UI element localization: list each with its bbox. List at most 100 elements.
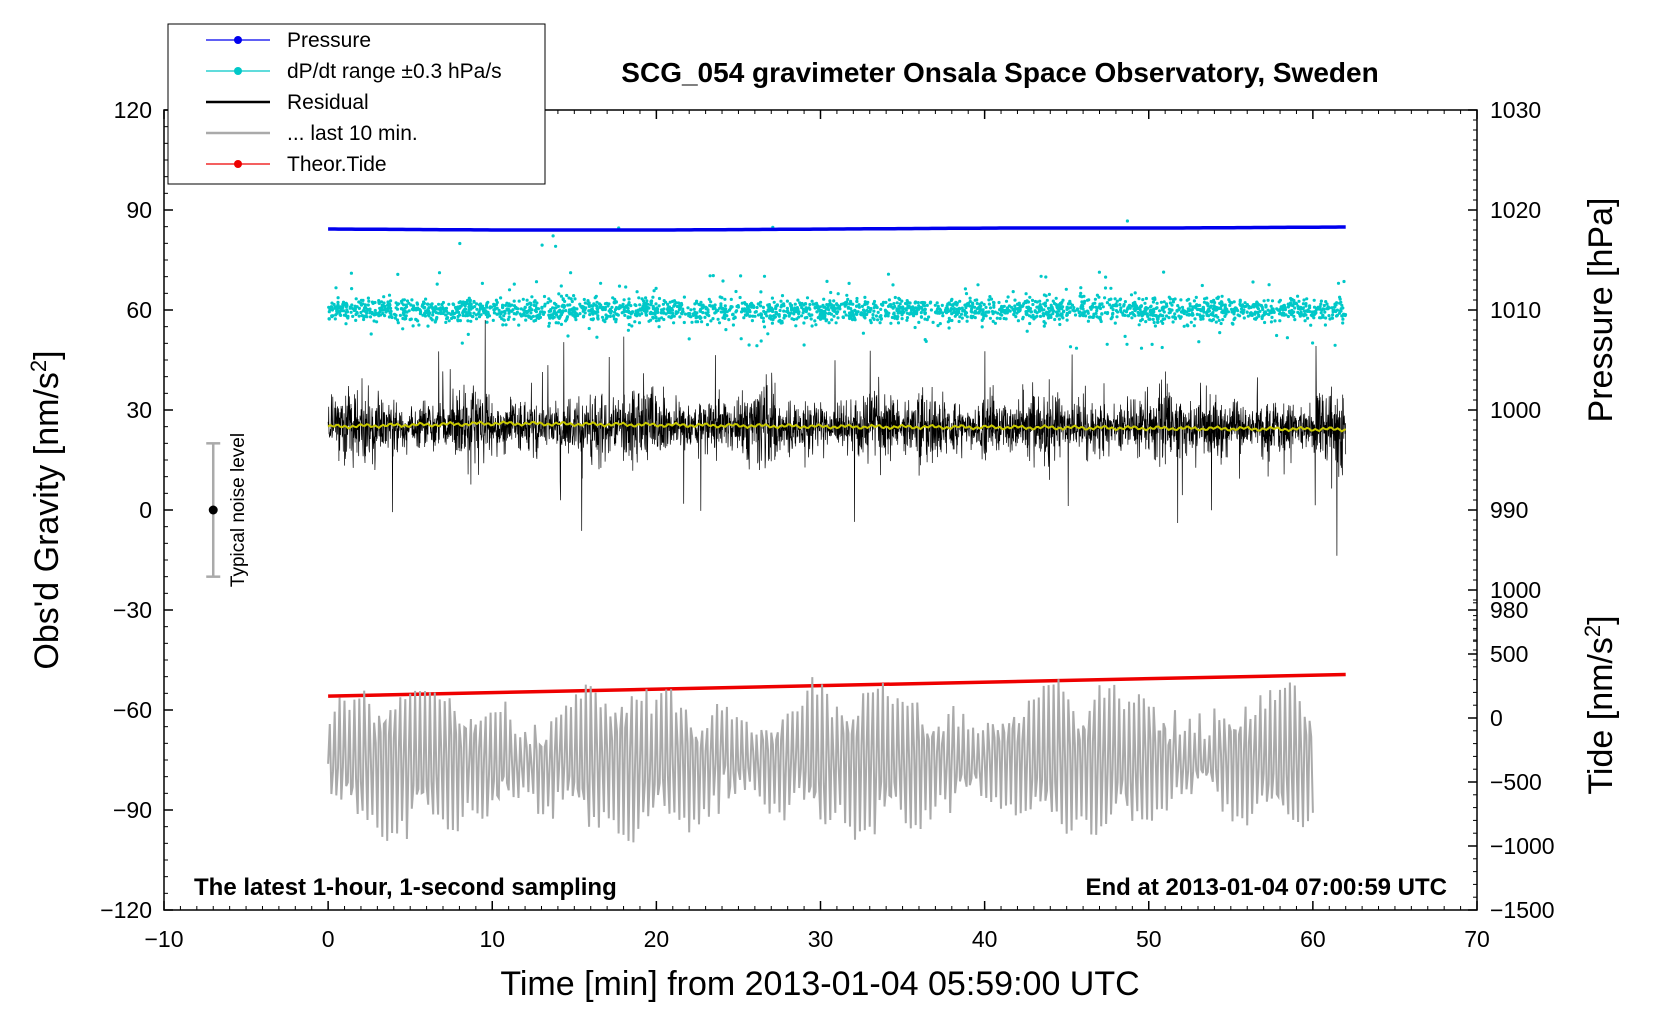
dpdt-point [1332,309,1336,313]
dpdt-point [984,305,988,309]
dpdt-point [774,307,778,311]
dpdt-point [374,311,378,315]
dpdt-point [587,302,591,306]
dpdt-point [1133,291,1137,295]
dpdt-point [1027,314,1032,318]
dpdt-point [938,322,942,326]
dpdt-point [512,282,516,286]
dpdt-point [451,309,455,313]
dpdt-point [434,317,439,321]
dpdt-point [654,315,658,319]
dpdt-point [1194,304,1198,308]
dpdt-point [1035,314,1039,318]
dpdt-point [399,307,403,311]
dpdt-point [1209,304,1213,308]
dpdt-point [711,304,715,308]
dpdt-point [594,311,598,315]
dpdt-point [596,307,600,312]
legend-label: Residual [287,91,369,114]
dpdt-point [975,301,979,306]
dpdt-point [755,305,759,310]
dpdt-point [1122,303,1126,307]
dpdt-point [1049,306,1053,310]
dpdt-point [999,307,1003,311]
dpdt-point [1103,286,1108,290]
dpdt-point [1143,307,1147,311]
dpdt-point [1339,300,1343,304]
dpdt-point [495,312,499,316]
dpdt-point [1275,307,1279,311]
pressure-tick-label: 1030 [1490,97,1541,123]
dpdt-point [690,320,694,324]
dpdt-point [394,301,398,305]
dpdt-point [927,315,931,319]
dpdt-point [525,298,529,302]
dpdt-point [1024,310,1028,314]
dpdt-point [528,301,532,305]
dpdt-point [596,314,600,318]
dpdt-point [431,313,435,317]
dpdt-point [931,320,935,324]
dpdt-point [982,302,986,307]
y-axis-tide-label: Tide [nm/s2] [1580,615,1620,794]
dpdt-point [614,317,618,322]
dpdt-point [1338,309,1342,313]
dpdt-point [1030,298,1035,302]
dpdt-point [1279,307,1283,311]
dpdt-point [597,302,602,306]
dpdt-point [1247,306,1251,310]
dpdt-point [1089,307,1093,311]
dpdt-point [649,318,653,322]
dpdt-point [759,304,763,308]
dpdt-point [959,312,964,316]
dpdt-point [611,314,616,318]
dpdt-point [700,320,704,324]
dpdt-point [852,314,856,319]
dpdt-point [1122,309,1126,313]
dpdt-point [1079,286,1083,290]
dpdt-point [855,304,859,308]
dpdt-point [650,299,654,303]
dpdt-point [654,286,658,290]
dpdt-point [1136,310,1140,315]
y-axis-left-label: Obs'd Gravity [nm/s2] [26,350,66,669]
dpdt-point [1161,305,1165,309]
dpdt-point [828,299,832,303]
dpdt-point [528,306,532,310]
dpdt-point [1180,305,1185,309]
dpdt-point [660,316,664,320]
dpdt-point [495,306,499,310]
dpdt-point [362,317,366,322]
dpdt-point [1173,317,1177,321]
dpdt-point [1212,304,1216,308]
dpdt-point [949,307,953,311]
dpdt-point [1027,305,1031,309]
x-tick-label: 10 [479,926,505,952]
dpdt-point [971,301,975,305]
dpdt-point [1217,318,1221,322]
dpdt-point [828,301,832,306]
dpdt-point [617,284,622,288]
dpdt-point [1081,312,1085,316]
dpdt-point [458,319,462,323]
dpdt-point [1258,309,1262,313]
dpdt-point [672,321,676,325]
dpdt-point [1115,315,1119,319]
dpdt-point [761,305,766,309]
dpdt-point [1039,274,1043,278]
dpdt-point [973,311,977,315]
dpdt-point [832,304,836,308]
dpdt-point [711,317,715,321]
dpdt-point [1222,310,1226,314]
dpdt-point [1040,308,1044,312]
dpdt-point [1189,320,1193,324]
dpdt-point [876,318,880,322]
dpdt-point [503,311,507,315]
dpdt-point [1012,308,1016,312]
dpdt-point [554,306,558,310]
dpdt-point [834,310,838,314]
dpdt-point [952,307,957,311]
dpdt-point [1199,317,1203,321]
dpdt-point [955,307,959,311]
dpdt-point [973,305,977,309]
